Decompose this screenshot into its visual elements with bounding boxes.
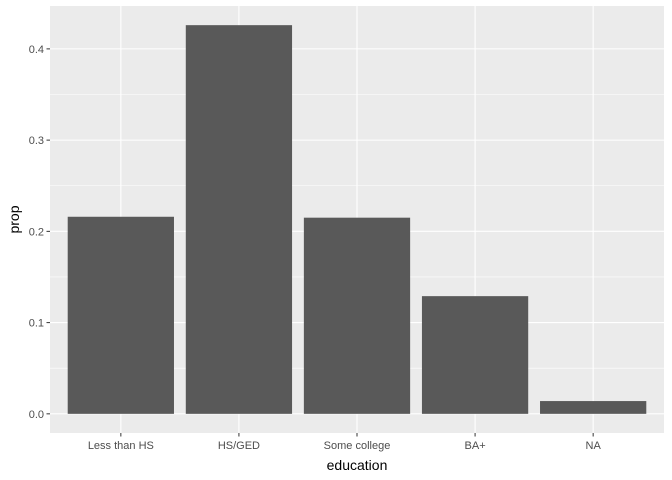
x-tick-label: HS/GED bbox=[218, 440, 260, 452]
y-tick-label: 0.0 bbox=[29, 409, 44, 421]
x-axis-title: education bbox=[327, 457, 388, 473]
bar bbox=[540, 401, 647, 414]
bar bbox=[421, 296, 529, 414]
bar bbox=[67, 216, 174, 414]
y-axis: 0.0 0.1 0.2 0.3 0.4 bbox=[29, 44, 50, 421]
x-tick-label: BA+ bbox=[465, 440, 486, 452]
y-tick-label: 0.4 bbox=[29, 44, 44, 56]
y-tick-label: 0.1 bbox=[29, 318, 44, 330]
y-tick-label: 0.3 bbox=[29, 135, 44, 147]
bar bbox=[303, 217, 411, 414]
bar bbox=[185, 25, 293, 414]
x-tick-label: Some college bbox=[324, 440, 391, 452]
x-tick-label: NA bbox=[586, 440, 602, 452]
y-tick-label: 0.2 bbox=[29, 226, 44, 238]
x-tick-label: Less than HS bbox=[88, 440, 154, 452]
x-axis: Less than HS HS/GED Some college BA+ NA bbox=[88, 433, 602, 452]
y-axis-title: prop bbox=[6, 205, 22, 233]
bars bbox=[67, 25, 647, 414]
